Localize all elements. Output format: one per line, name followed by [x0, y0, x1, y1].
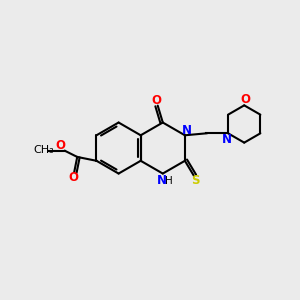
Text: O: O: [68, 171, 78, 184]
Text: N: N: [222, 133, 232, 146]
Text: O: O: [152, 94, 162, 107]
Text: CH₃: CH₃: [33, 145, 54, 155]
Text: H: H: [165, 176, 172, 186]
Text: O: O: [55, 140, 65, 152]
Text: S: S: [191, 174, 199, 188]
Text: N: N: [157, 174, 167, 187]
Text: O: O: [240, 93, 250, 106]
Text: N: N: [182, 124, 192, 137]
